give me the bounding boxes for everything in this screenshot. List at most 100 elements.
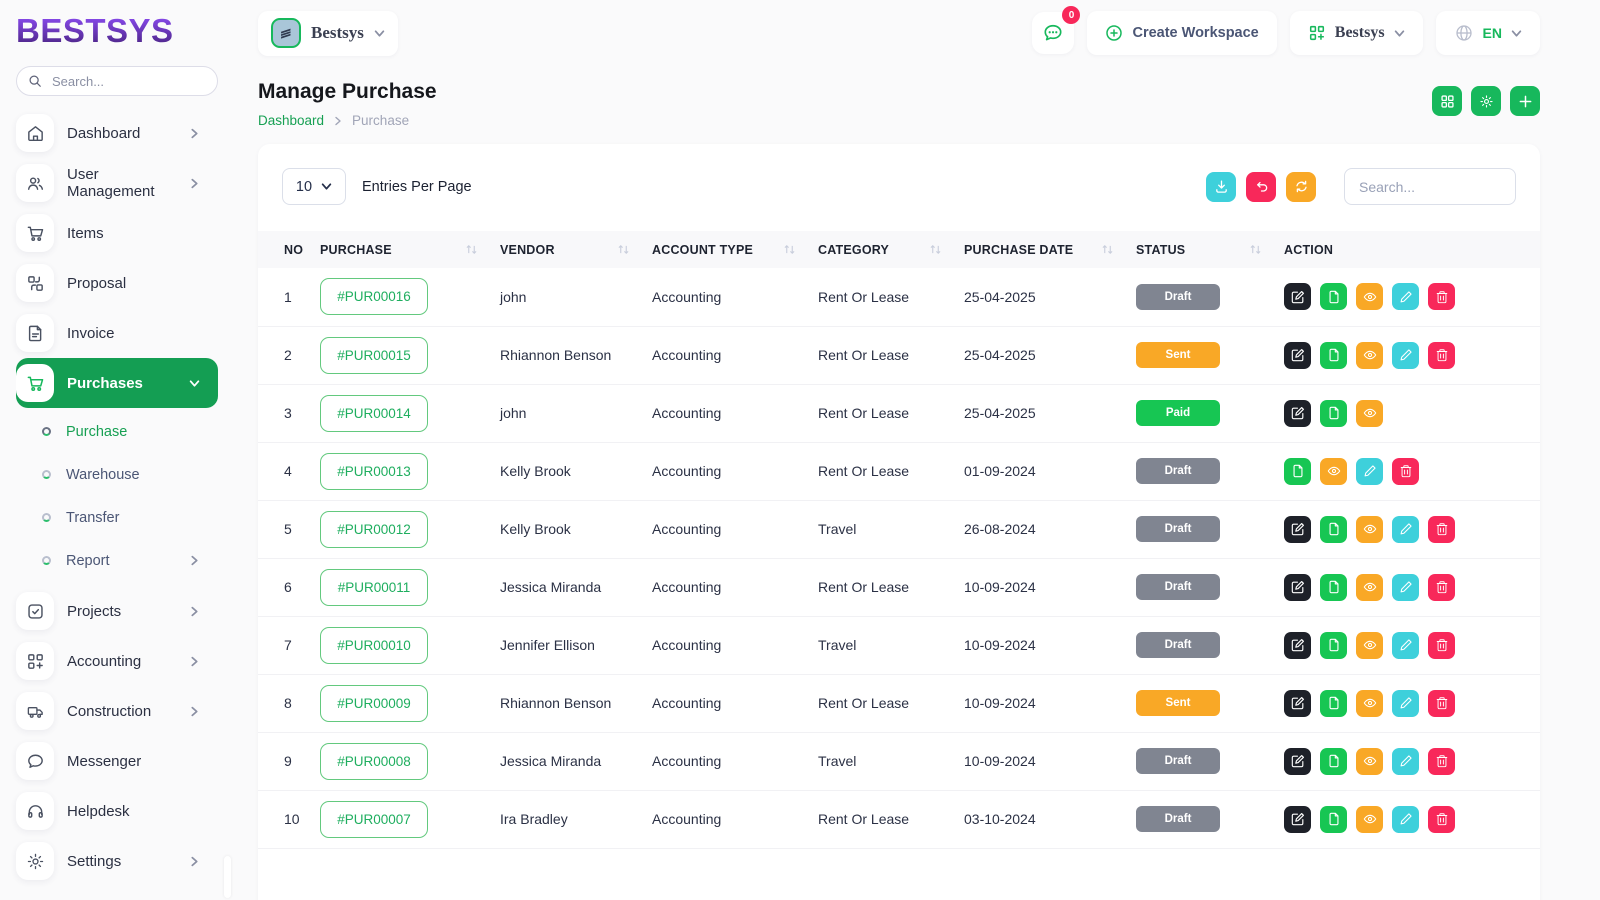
edit-action-button[interactable] xyxy=(1284,283,1311,311)
table-search-input[interactable] xyxy=(1344,168,1516,205)
edit-action-button[interactable] xyxy=(1284,631,1311,659)
pencil-action-button[interactable] xyxy=(1392,747,1419,775)
edit-action-button[interactable] xyxy=(1284,341,1311,369)
undo-button[interactable] xyxy=(1246,171,1276,202)
add-purchase-button[interactable] xyxy=(1510,86,1540,116)
pencil-action-button[interactable] xyxy=(1392,515,1419,543)
sidebar-search[interactable] xyxy=(16,66,218,96)
purchase-id-badge[interactable]: #PUR00011 xyxy=(320,568,428,606)
sidebar-item-construction[interactable]: Construction xyxy=(16,686,218,736)
entries-per-page-select[interactable]: 10 xyxy=(282,168,346,205)
document-action-button[interactable] xyxy=(1320,747,1347,775)
pencil-action-button[interactable] xyxy=(1392,573,1419,601)
sidebar-item-proposal[interactable]: Proposal xyxy=(16,258,218,308)
sidebar-item-invoice[interactable]: Invoice xyxy=(16,308,218,358)
view-action-button[interactable] xyxy=(1356,341,1383,369)
sidebar-item-settings[interactable]: Settings xyxy=(16,836,218,886)
chat-button[interactable]: 0 xyxy=(1032,6,1081,54)
submenu-item-warehouse[interactable]: Warehouse xyxy=(16,453,218,496)
purchase-id-badge[interactable]: #PUR00016 xyxy=(320,278,428,316)
delete-action-button[interactable] xyxy=(1428,515,1455,543)
col-status[interactable]: STATUS xyxy=(1136,231,1284,268)
breadcrumb-dashboard-link[interactable]: Dashboard xyxy=(258,113,325,128)
create-workspace-button[interactable]: Create Workspace xyxy=(1087,11,1277,55)
col-purchase[interactable]: PURCHASE xyxy=(320,231,500,268)
sidebar-item-accounting[interactable]: Accounting xyxy=(16,636,218,686)
document-action-button[interactable] xyxy=(1320,631,1347,659)
edit-action-button[interactable] xyxy=(1284,805,1311,833)
view-action-button[interactable] xyxy=(1356,283,1383,311)
delete-action-button[interactable] xyxy=(1392,457,1419,485)
submenu-item-transfer[interactable]: Transfer xyxy=(16,496,218,539)
workspace-selector[interactable]: Bestsys xyxy=(258,10,398,56)
edit-action-button[interactable] xyxy=(1284,573,1311,601)
document-action-button[interactable] xyxy=(1320,689,1347,717)
category-cell: Rent Or Lease xyxy=(818,442,964,501)
purchase-id-badge[interactable]: #PUR00015 xyxy=(320,336,428,374)
delete-action-button[interactable] xyxy=(1428,283,1455,311)
purchase-id-badge[interactable]: #PUR00008 xyxy=(320,742,428,780)
delete-action-button[interactable] xyxy=(1428,631,1455,659)
view-action-button[interactable] xyxy=(1356,515,1383,543)
col-vendor[interactable]: VENDOR xyxy=(500,231,652,268)
submenu-item-report[interactable]: Report xyxy=(16,539,218,582)
view-action-button[interactable] xyxy=(1356,747,1383,775)
document-action-button[interactable] xyxy=(1320,515,1347,543)
edit-action-button[interactable] xyxy=(1284,747,1311,775)
document-action-button[interactable] xyxy=(1320,283,1347,311)
view-action-button[interactable] xyxy=(1356,805,1383,833)
delete-action-button[interactable] xyxy=(1428,747,1455,775)
submenu-item-purchase[interactable]: Purchase xyxy=(16,410,218,453)
table-settings-button[interactable] xyxy=(1471,86,1501,116)
pencil-action-button[interactable] xyxy=(1356,457,1383,485)
delete-action-button[interactable] xyxy=(1428,689,1455,717)
purchase-id-badge[interactable]: #PUR00013 xyxy=(320,452,428,490)
grid-view-button[interactable] xyxy=(1432,86,1462,116)
account-type-cell: Accounting xyxy=(652,500,818,559)
view-action-button[interactable] xyxy=(1356,631,1383,659)
pencil-action-button[interactable] xyxy=(1392,805,1419,833)
view-action-button[interactable] xyxy=(1356,399,1383,427)
col-account-type[interactable]: ACCOUNT TYPE xyxy=(652,231,818,268)
pencil-action-button[interactable] xyxy=(1392,689,1419,717)
organization-dropdown[interactable]: Bestsys xyxy=(1289,11,1423,55)
view-action-button[interactable] xyxy=(1320,457,1347,485)
sidebar-item-items[interactable]: Items xyxy=(16,208,218,258)
col-category[interactable]: CATEGORY xyxy=(818,231,964,268)
col-no: NO xyxy=(284,242,304,257)
document-action-button[interactable] xyxy=(1284,457,1311,485)
col-purchase-date[interactable]: PURCHASE DATE xyxy=(964,231,1136,268)
view-action-button[interactable] xyxy=(1356,573,1383,601)
export-download-button[interactable] xyxy=(1206,171,1236,202)
pencil-action-button[interactable] xyxy=(1392,631,1419,659)
purchase-id-badge[interactable]: #PUR00010 xyxy=(320,626,428,664)
language-dropdown[interactable]: EN xyxy=(1435,11,1540,55)
purchase-id-badge[interactable]: #PUR00012 xyxy=(320,510,428,548)
sidebar-item-projects[interactable]: Projects xyxy=(16,586,218,636)
sidebar-item-dashboard[interactable]: Dashboard xyxy=(16,108,218,158)
purchase-id-badge[interactable]: #PUR00009 xyxy=(320,684,428,722)
sidebar-item-helpdesk[interactable]: Helpdesk xyxy=(16,786,218,836)
sidebar-scrollbar[interactable] xyxy=(224,856,231,898)
purchase-id-badge[interactable]: #PUR00014 xyxy=(320,394,428,432)
sidebar-item-purchases[interactable]: Purchases xyxy=(16,358,218,408)
refresh-button[interactable] xyxy=(1286,171,1316,202)
pencil-action-button[interactable] xyxy=(1392,341,1419,369)
pencil-action-button[interactable] xyxy=(1392,283,1419,311)
purchase-id-badge[interactable]: #PUR00007 xyxy=(320,800,428,838)
delete-action-button[interactable] xyxy=(1428,573,1455,601)
sidebar-search-input[interactable] xyxy=(50,72,206,90)
edit-action-button[interactable] xyxy=(1284,689,1311,717)
sidebar-item-messenger[interactable]: Messenger xyxy=(16,736,218,786)
document-action-button[interactable] xyxy=(1320,573,1347,601)
view-action-button[interactable] xyxy=(1356,689,1383,717)
chat-icon xyxy=(16,742,54,780)
document-action-button[interactable] xyxy=(1320,399,1347,427)
delete-action-button[interactable] xyxy=(1428,805,1455,833)
delete-action-button[interactable] xyxy=(1428,341,1455,369)
document-action-button[interactable] xyxy=(1320,341,1347,369)
edit-action-button[interactable] xyxy=(1284,515,1311,543)
edit-action-button[interactable] xyxy=(1284,399,1311,427)
sidebar-item-user-management[interactable]: User Management xyxy=(16,158,218,208)
document-action-button[interactable] xyxy=(1320,805,1347,833)
